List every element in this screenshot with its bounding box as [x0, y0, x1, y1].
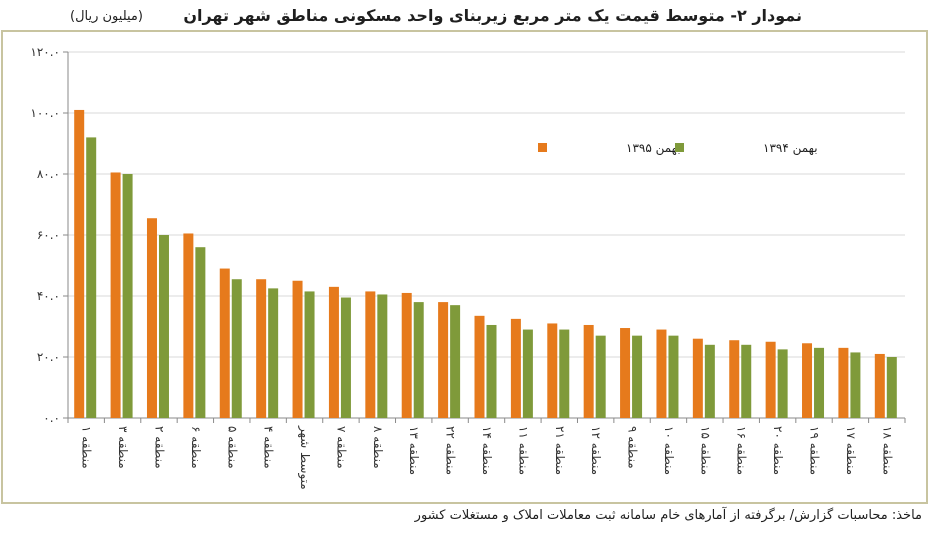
bar — [195, 247, 206, 418]
bar — [741, 344, 752, 418]
bar — [377, 294, 388, 418]
bar — [450, 305, 461, 418]
bar — [886, 357, 897, 418]
bar — [474, 315, 485, 418]
legend: بهمن ۱۳۹۵ بهمن ۱۳۹۴ — [538, 141, 818, 156]
bar — [814, 347, 825, 418]
x-tick-label: منطقه ۱ — [80, 426, 94, 469]
bar — [401, 292, 412, 418]
bar — [522, 329, 533, 418]
x-tick-label: متوسط شهر — [297, 425, 312, 490]
bar — [547, 323, 558, 418]
bar — [595, 335, 606, 418]
y-tick-label: ۴۰.۰ — [37, 289, 60, 303]
y-tick-label: ۱۲۰.۰ — [30, 45, 60, 59]
bar — [158, 235, 169, 418]
bar — [838, 347, 849, 418]
bar — [110, 172, 121, 418]
x-tick-label: منطقه ۱۸ — [880, 426, 894, 475]
bar — [122, 174, 133, 418]
y-tick-label: ۱۰۰.۰ — [30, 106, 60, 120]
x-tick-label: منطقه ۱۰ — [662, 426, 676, 475]
y-tick-label: ۶۰.۰ — [37, 228, 60, 242]
bar — [692, 338, 703, 418]
x-tick-label: منطقه ۱۹ — [808, 426, 822, 475]
bar — [704, 344, 715, 418]
bar-chart: ۰.۰ ۲۰.۰ ۴۰.۰ ۶۰.۰ ۸۰.۰ ۱۰۰.۰ ۱۲۰.۰ منطقه ۱ منطق… — [1, 30, 928, 504]
page-title: نمودار ۲- متوسط قیمت یک متر مربع زیربنای… — [183, 6, 802, 25]
x-tick-label: منطقه ۱۲ — [589, 426, 603, 475]
bar — [268, 288, 279, 418]
unit-label: (میلیون ریال) — [70, 9, 143, 24]
x-tick-label: منطقه ۲۱ — [553, 426, 567, 475]
bar — [765, 341, 776, 418]
x-tick-label: منطقه ۷ — [334, 426, 348, 469]
x-tick-label: منطقه ۶ — [189, 426, 203, 469]
bar — [632, 335, 643, 418]
bar — [365, 291, 376, 418]
x-tick-label: منطقه ۹ — [626, 426, 640, 469]
x-tick-label: منطقه ۳ — [116, 426, 130, 469]
bar — [340, 297, 351, 418]
bar — [486, 324, 497, 418]
bar — [304, 291, 315, 418]
x-tick-label: منطقه ۲۲ — [444, 426, 458, 475]
bar — [183, 233, 194, 418]
bar — [874, 353, 885, 418]
legend-label: بهمن ۱۳۹۴ — [763, 141, 818, 156]
bar — [510, 318, 521, 418]
x-tick-label: منطقه ۵ — [225, 426, 239, 469]
bar — [292, 280, 303, 418]
legend-swatch — [538, 143, 547, 152]
legend-label: بهمن ۱۳۹۵ — [626, 141, 681, 156]
x-tick-label: منطقه ۸ — [371, 426, 385, 469]
bar — [231, 279, 242, 418]
bar — [656, 329, 667, 418]
x-tick-label: منطقه ۲۰ — [771, 426, 785, 475]
x-tick-label: منطقه ۱۷ — [844, 426, 858, 475]
bar — [583, 324, 594, 418]
chart-frame — [1, 30, 928, 504]
source-note: ماخذ: محاسبات گزارش/ برگرفته از آمارهای … — [414, 508, 922, 523]
x-tick-label: منطقه ۱۳ — [407, 426, 421, 475]
y-tick-label: ۸۰.۰ — [37, 167, 60, 181]
y-tick-label: ۰.۰ — [43, 411, 60, 425]
bar — [850, 352, 861, 418]
x-tick-label: منطقه ۱۴ — [480, 426, 494, 475]
bars — [74, 109, 897, 418]
x-tick-label: منطقه ۴ — [262, 426, 276, 469]
x-tick-label: منطقه ۱۶ — [735, 426, 749, 475]
legend-swatch — [675, 143, 684, 152]
bar — [74, 109, 85, 418]
bar — [777, 349, 788, 418]
bar — [328, 286, 339, 418]
bar — [438, 302, 449, 418]
bar — [559, 329, 570, 418]
x-tick-label: منطقه ۱۱ — [516, 426, 530, 475]
bar — [256, 279, 267, 418]
bar — [729, 340, 740, 418]
bar — [620, 328, 631, 418]
x-tick-label: منطقه ۱۵ — [698, 426, 712, 475]
bar — [668, 335, 679, 418]
gridlines — [68, 51, 905, 419]
y-tick-label: ۲۰.۰ — [37, 350, 60, 364]
bar — [413, 302, 424, 418]
bar — [219, 268, 230, 418]
tick-labels: ۰.۰ ۲۰.۰ ۴۰.۰ ۶۰.۰ ۸۰.۰ ۱۰۰.۰ ۱۲۰.۰ منطقه ۱ منطق… — [30, 45, 894, 490]
bar — [146, 218, 157, 418]
bar — [802, 343, 813, 418]
x-tick-label: منطقه ۲ — [152, 426, 166, 469]
bar — [86, 137, 97, 418]
